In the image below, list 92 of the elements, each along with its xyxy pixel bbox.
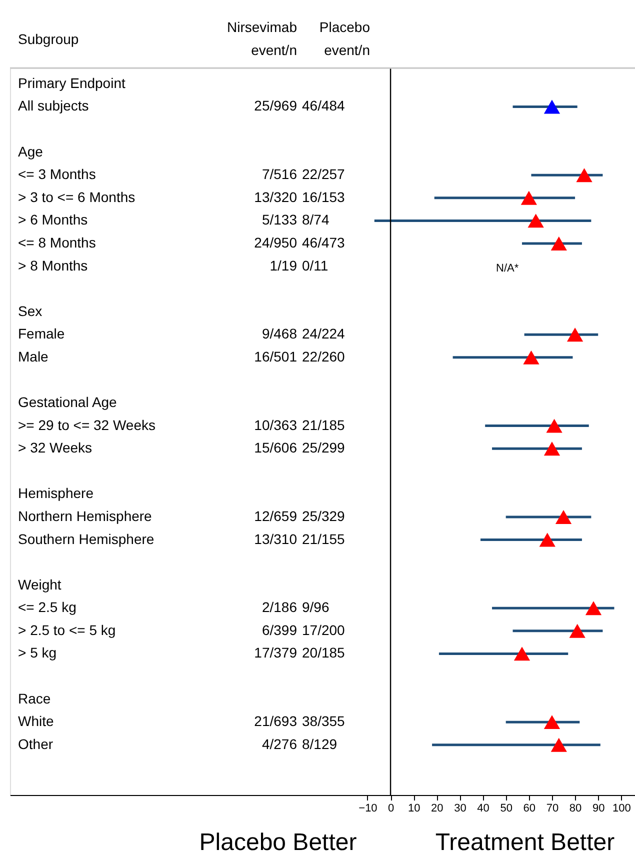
- annotation: 16/501: [254, 348, 298, 364]
- x-tick-label: 40: [477, 802, 490, 814]
- annotation: 20/185: [302, 644, 346, 661]
- point: [544, 100, 560, 114]
- annotation: 13/310: [254, 530, 298, 547]
- point: [520, 190, 537, 205]
- annotation: 46/484: [302, 98, 346, 114]
- y-tick-label: <= 3 Months: [18, 166, 96, 182]
- y-tick-label: Race: [18, 690, 51, 706]
- x-tick-label: 20: [431, 802, 444, 814]
- y-axis-title: Subgroup: [18, 31, 79, 47]
- x-tick-label: 70: [546, 802, 559, 814]
- annotation: 21/185: [302, 416, 346, 433]
- y-tick-label: > 32 Weeks: [18, 440, 92, 456]
- annotation: 24/950: [254, 234, 298, 250]
- text: Nirsevimab event/n: [226, 19, 298, 58]
- y-tick-label: Male: [18, 348, 49, 364]
- point: [544, 442, 560, 456]
- annotation: 9/468: [262, 326, 298, 342]
- y-tick-label: Northern Hemisphere: [18, 508, 152, 524]
- y-tick-label: > 5 kg: [18, 644, 57, 661]
- annotation: 22/257: [302, 166, 346, 182]
- y-tick-label: Age: [18, 143, 44, 160]
- y-tick-label: > 2.5 to <= 5 kg: [18, 622, 116, 638]
- annotation: 17/200: [302, 622, 346, 638]
- y-tick-label: >= 29 to <= 32 Weeks: [18, 416, 156, 433]
- annotation: 1/19: [270, 257, 298, 274]
- x-tick-label: 80: [569, 802, 582, 814]
- x-tick-label: 60: [523, 802, 536, 814]
- point: [544, 715, 560, 730]
- y-tick-label: White: [18, 713, 54, 730]
- annotation: 0/11: [302, 257, 328, 274]
- annotation: 24/224: [302, 326, 346, 342]
- point: [566, 328, 584, 342]
- annotation: 9/96: [302, 599, 330, 616]
- annotation: 25/969: [254, 98, 298, 114]
- y-tick-label: Southern Hemisphere: [18, 530, 154, 547]
- point: [550, 236, 567, 250]
- y-tick-label: Gestational Age: [18, 394, 118, 410]
- point: [514, 646, 530, 661]
- y-tick-label: > 6 Months: [18, 212, 88, 228]
- annotation: 25/299: [302, 440, 346, 456]
- annotation: 16/153: [302, 188, 346, 205]
- x-tick-label: 30: [454, 802, 466, 814]
- annotation: 7/516: [262, 166, 298, 182]
- y-tick-label: <= 2.5 kg: [18, 599, 76, 616]
- point: [569, 624, 586, 638]
- y-tick-label: > 3 to <= 6 Months: [18, 188, 136, 205]
- x-tick-label: 10: [408, 802, 420, 814]
- annotation: 10/363: [254, 416, 298, 433]
- annotation: 22/260: [302, 348, 346, 364]
- x-tick-label: 0: [388, 802, 394, 814]
- x-tick-label: 50: [500, 802, 512, 814]
- annotation: N/A*: [496, 262, 520, 274]
- x-tick-label: 90: [592, 802, 605, 814]
- x-tick-label: −10: [358, 802, 378, 814]
- point: [550, 738, 567, 752]
- x-tick-label: 100: [612, 802, 631, 814]
- annotation: 4/276: [262, 736, 298, 752]
- y-tick-label: Primary Endpoint: [18, 74, 126, 91]
- annotation: 46/473: [302, 234, 346, 250]
- point: [523, 350, 540, 364]
- y-tick-label: Female: [18, 326, 65, 342]
- point: [546, 418, 562, 433]
- annotation: 8/74: [302, 212, 330, 228]
- y-tick-label: Hemisphere: [18, 485, 94, 502]
- point: [555, 510, 572, 524]
- annotation: 8/129: [302, 736, 338, 752]
- y-tick-label: Sex: [18, 302, 42, 319]
- point: [576, 168, 592, 182]
- annotation: 21/155: [302, 530, 346, 547]
- y-tick-label: Weight: [18, 576, 62, 592]
- annotation: 15/606: [254, 440, 298, 456]
- y-tick-label: <= 8 Months: [18, 234, 96, 250]
- text: Placebo event/n: [319, 19, 370, 58]
- point: [539, 532, 556, 547]
- y-tick-label: Other: [18, 736, 54, 752]
- annotation: 6/399: [262, 622, 298, 638]
- annotation: 25/329: [302, 508, 346, 524]
- point: [585, 601, 602, 616]
- text: Treatment Better: [435, 829, 615, 855]
- annotation: 13/320: [254, 188, 298, 205]
- y-tick-label: All subjects: [18, 98, 89, 114]
- text: Placebo Better: [199, 829, 357, 855]
- annotation: 2/186: [262, 599, 298, 616]
- y-tick-label: > 8 Months: [18, 257, 88, 274]
- annotation: 21/693: [254, 713, 298, 730]
- annotation: 12/659: [254, 508, 298, 524]
- point: [528, 214, 544, 228]
- annotation: 17/379: [254, 644, 298, 661]
- annotation: 38/355: [302, 713, 346, 730]
- annotation: 5/133: [262, 212, 298, 228]
